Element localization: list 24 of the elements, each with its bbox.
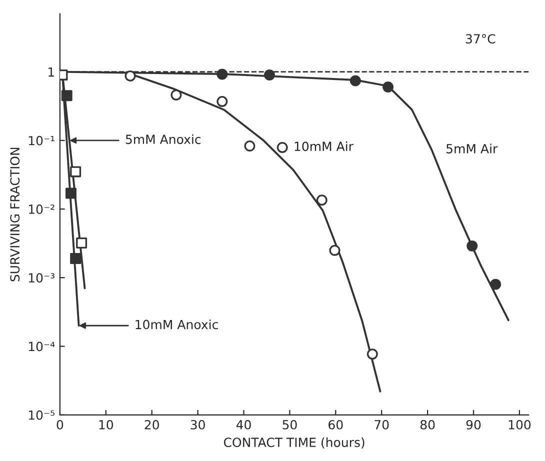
- x-tick-label: 10: [99, 420, 114, 430]
- x-tick-label: 0: [56, 420, 64, 430]
- x-tick-label: 80: [420, 420, 435, 430]
- x-tick-label: 100: [508, 420, 531, 430]
- x-tick-label: 30: [190, 420, 205, 430]
- x-tick-label: 50: [282, 420, 297, 430]
- y-tick-label: 10⁻⁵: [28, 410, 54, 420]
- x-tick-label: 40: [236, 420, 251, 430]
- x-tick-label: 70: [374, 420, 389, 430]
- y-axis-title: SURVIVING FRACTION: [10, 148, 20, 282]
- x-tick-label: 90: [466, 420, 481, 430]
- series-label: 10mM Air: [294, 141, 354, 152]
- series-label: 5mM Air: [446, 144, 498, 154]
- y-tick-label: 10⁻⁴: [28, 342, 55, 352]
- y-tick-label: 10⁻¹: [28, 136, 54, 146]
- y-tick-label: 10⁻²: [28, 204, 54, 214]
- y-tick-label: 10⁻³: [28, 273, 54, 283]
- x-tick-label: 20: [144, 420, 159, 430]
- annotation: 5mM Anoxic: [126, 134, 201, 144]
- annotation: 37°C: [466, 34, 496, 44]
- annotation: 10mM Anoxic: [136, 320, 218, 330]
- y-tick-label: 1: [48, 67, 54, 77]
- x-axis-title: CONTACT TIME (hours): [224, 437, 364, 449]
- x-tick-label: 60: [328, 420, 343, 430]
